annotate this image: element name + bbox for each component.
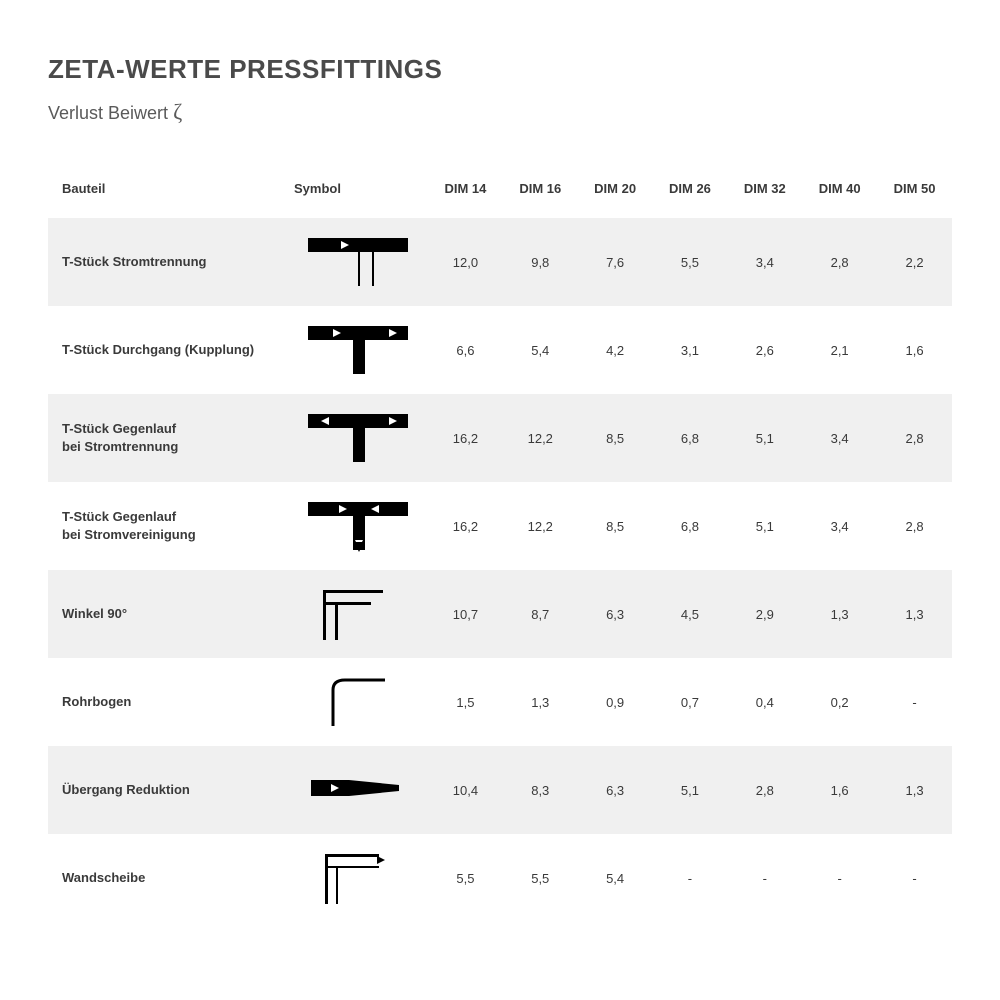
t-through-icon	[288, 306, 428, 394]
cell-value: -	[727, 834, 802, 922]
cell-value: 6,3	[578, 570, 653, 658]
cell-value: 1,3	[877, 570, 952, 658]
cell-value: 5,1	[727, 482, 802, 570]
row-name: T-Stück Durchgang (Kupplung)	[48, 306, 288, 394]
cell-value: 1,3	[877, 746, 952, 834]
zeta-symbol: ζ	[173, 99, 182, 124]
row-name: Rohrbogen	[48, 658, 288, 746]
cell-value: 0,2	[802, 658, 877, 746]
header-dim: DIM 16	[503, 171, 578, 218]
cell-value: 7,6	[578, 218, 653, 306]
row-name: Winkel 90°	[48, 570, 288, 658]
row-name: T-Stück Gegenlaufbei Stromvereinigung	[48, 482, 288, 570]
cell-value: 2,8	[802, 218, 877, 306]
table-row: T-Stück Stromtrennung 12,09,87,65,53,42,…	[48, 218, 952, 306]
cell-value: 2,8	[877, 394, 952, 482]
subtitle: Verlust Beiwert ζ	[48, 99, 952, 125]
t-counter-sep-icon	[288, 394, 428, 482]
cell-value: -	[877, 834, 952, 922]
table-row: T-Stück Durchgang (Kupplung) 6,65,44,23,…	[48, 306, 952, 394]
cell-value: 3,4	[802, 394, 877, 482]
table-row: T-Stück Gegenlaufbei Stromtrennung 16,21…	[48, 394, 952, 482]
header-dim: DIM 40	[802, 171, 877, 218]
cell-value: 2,9	[727, 570, 802, 658]
t-counter-join-icon	[288, 482, 428, 570]
cell-value: 1,3	[503, 658, 578, 746]
cell-value: 4,5	[653, 570, 728, 658]
header-symbol: Symbol	[288, 171, 428, 218]
cell-value: 8,7	[503, 570, 578, 658]
cell-value: 5,5	[503, 834, 578, 922]
table-row: Rohrbogen 1,51,30,90,70,40,2-	[48, 658, 952, 746]
row-name: Übergang Reduktion	[48, 746, 288, 834]
cell-value: 1,6	[877, 306, 952, 394]
header-dim: DIM 20	[578, 171, 653, 218]
header-bauteil: Bauteil	[48, 171, 288, 218]
page-title: ZETA-WERTE PRESSFITTINGS	[48, 54, 952, 85]
zeta-table: Bauteil Symbol DIM 14DIM 16DIM 20DIM 26D…	[48, 171, 952, 922]
cell-value: 12,2	[503, 394, 578, 482]
header-dim: DIM 50	[877, 171, 952, 218]
cell-value: 1,5	[428, 658, 503, 746]
cell-value: 12,2	[503, 482, 578, 570]
cell-value: 3,1	[653, 306, 728, 394]
reducer-icon	[288, 746, 428, 834]
cell-value: 1,3	[802, 570, 877, 658]
cell-value: 5,1	[653, 746, 728, 834]
cell-value: 3,4	[727, 218, 802, 306]
cell-value: 6,3	[578, 746, 653, 834]
cell-value: 8,5	[578, 394, 653, 482]
cell-value: 9,8	[503, 218, 578, 306]
table-row: Wandscheibe 5,55,55,4----	[48, 834, 952, 922]
table-row: Übergang Reduktion 10,48,36,35,12,81,61,…	[48, 746, 952, 834]
cell-value: 4,2	[578, 306, 653, 394]
cell-value: 10,4	[428, 746, 503, 834]
cell-value: 5,1	[727, 394, 802, 482]
cell-value: 6,6	[428, 306, 503, 394]
subtitle-prefix: Verlust Beiwert	[48, 103, 173, 123]
row-name: Wandscheibe	[48, 834, 288, 922]
cell-value: 2,8	[727, 746, 802, 834]
cell-value: 8,5	[578, 482, 653, 570]
cell-value: 10,7	[428, 570, 503, 658]
cell-value: 2,6	[727, 306, 802, 394]
header-dim: DIM 32	[727, 171, 802, 218]
header-dim: DIM 26	[653, 171, 728, 218]
cell-value: -	[802, 834, 877, 922]
cell-value: 6,8	[653, 394, 728, 482]
table-row: T-Stück Gegenlaufbei Stromvereinigung 16…	[48, 482, 952, 570]
cell-value: 2,2	[877, 218, 952, 306]
cell-value: 8,3	[503, 746, 578, 834]
pipe-bend-icon	[288, 658, 428, 746]
t-split-icon	[288, 218, 428, 306]
cell-value: 2,1	[802, 306, 877, 394]
cell-value: -	[653, 834, 728, 922]
cell-value: -	[877, 658, 952, 746]
cell-value: 1,6	[802, 746, 877, 834]
elbow-90-icon	[288, 570, 428, 658]
cell-value: 5,4	[503, 306, 578, 394]
cell-value: 6,8	[653, 482, 728, 570]
row-name: T-Stück Stromtrennung	[48, 218, 288, 306]
cell-value: 16,2	[428, 394, 503, 482]
table-row: Winkel 90° 10,78,76,34,52,91,31,3	[48, 570, 952, 658]
cell-value: 0,9	[578, 658, 653, 746]
cell-value: 2,8	[877, 482, 952, 570]
row-name: T-Stück Gegenlaufbei Stromtrennung	[48, 394, 288, 482]
wall-disc-icon	[288, 834, 428, 922]
cell-value: 0,7	[653, 658, 728, 746]
cell-value: 5,4	[578, 834, 653, 922]
cell-value: 5,5	[653, 218, 728, 306]
cell-value: 3,4	[802, 482, 877, 570]
cell-value: 12,0	[428, 218, 503, 306]
cell-value: 16,2	[428, 482, 503, 570]
cell-value: 5,5	[428, 834, 503, 922]
header-dim: DIM 14	[428, 171, 503, 218]
cell-value: 0,4	[727, 658, 802, 746]
